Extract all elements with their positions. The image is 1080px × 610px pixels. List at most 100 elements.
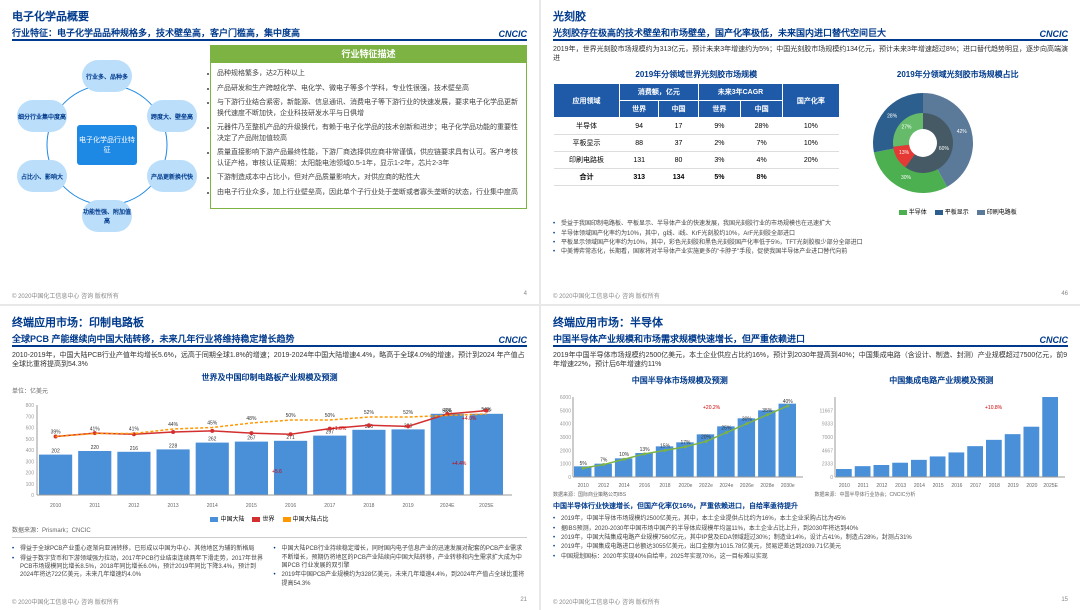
svg-text:800: 800 (26, 403, 35, 409)
right-notes: 中国大陆PCB行业持续稳定增长，同时国内电子信息产业的迅速发展对配套的PCB产业… (274, 545, 528, 589)
hub-node: 功能性强、附加值高 (82, 200, 132, 232)
svg-text:1000: 1000 (560, 462, 571, 468)
title-bar: 电子化学品概要 行业特征：电子化学品品种规格多，技术壁垒高，客户门槛高，集中度高… (12, 8, 527, 41)
slide-desc: 2019年，世界光刻胶市场规模约为313亿元，预计未来3年增速约为5%；中国光刻… (553, 45, 1068, 63)
svg-text:48%: 48% (246, 416, 257, 422)
chart2-title: 中国集成电路产业规模及预测 (815, 375, 1069, 386)
svg-text:300: 300 (26, 459, 35, 465)
svg-text:44%: 44% (168, 422, 179, 428)
svg-text:2015: 2015 (246, 503, 257, 509)
svg-text:2016: 2016 (639, 483, 650, 489)
svg-text:+5.6: +5.6 (272, 469, 282, 475)
svg-text:2028e: 2028e (760, 483, 774, 489)
svg-text:2026e: 2026e (740, 483, 754, 489)
title-bar: 终端应用市场：印制电路板 全球PCB 产能继续向中国大陆转移，未来几年行业将维持… (12, 314, 527, 347)
svg-text:202: 202 (51, 449, 60, 455)
svg-text:216: 216 (130, 446, 139, 452)
svg-text:40%: 40% (783, 399, 794, 405)
svg-text:2012: 2012 (876, 483, 887, 489)
left-notes: 得益于全球PCB产业重心逐渐向亚洲转移，已形成以中国为中心、其他地区为辅的新格局… (12, 545, 266, 589)
ic-industry-chart: 2010201120122013201420152016201720182019… (815, 389, 1065, 489)
svg-text:2016: 2016 (951, 483, 962, 489)
svg-text:2024e: 2024e (719, 483, 733, 489)
svg-text:7000: 7000 (821, 435, 832, 441)
svg-text:2017: 2017 (970, 483, 981, 489)
svg-text:10%: 10% (619, 452, 630, 458)
slide-title: 电子化学品概要 (12, 8, 300, 24)
svg-text:5%: 5% (580, 461, 588, 467)
slide-overview: 电子化学品概要 行业特征：电子化学品品种规格多，技术壁垒高，客户门槛高，集中度高… (0, 0, 539, 304)
svg-text:4667: 4667 (821, 449, 832, 455)
svg-text:2025E: 2025E (479, 503, 494, 509)
title-bar: 光刻胶 光刻胶存在极高的技术壁垒和市场壁垒，国产化率极低，未来国内进口替代空间巨… (553, 8, 1068, 41)
chart-source: 数据来源：Prismark；CNCIC (12, 525, 527, 534)
logo: CNCIC (1040, 335, 1069, 345)
copyright: © 2020中国化工信息中心 咨询 版权所有 (553, 597, 660, 606)
hub-node: 占比小、影响大 (17, 160, 67, 192)
copyright: © 2020中国化工信息中心 咨询 版权所有 (12, 291, 119, 300)
svg-text:700: 700 (26, 414, 35, 420)
svg-text:2020: 2020 (1026, 483, 1037, 489)
svg-text:+10.8%: +10.8% (985, 405, 1003, 411)
svg-text:2015: 2015 (932, 483, 943, 489)
slide-title: 光刻胶 (553, 8, 886, 24)
bullet-box: 品种规格繁多，达2万种以上产品研发和生产跨越化学、电化学、微电子等多个学科，专业… (210, 62, 527, 209)
svg-text:+1.8%: +1.8% (332, 426, 347, 432)
svg-text:60%: 60% (938, 146, 949, 152)
slide-desc: 2019年中国半导体市场规模约2500亿美元，本土企业供应占比约16%，预计到2… (553, 351, 1068, 369)
chart-legend: 中国大陆世界中国大陆占比 (12, 514, 527, 523)
slide-subtitle: 全球PCB 产能继续向中国大陆转移，未来几年行业将维持稳定增长趋势 (12, 332, 295, 345)
svg-text:2019: 2019 (1007, 483, 1018, 489)
svg-text:17%: 17% (680, 440, 691, 446)
note-title: 中国半导体行业快速增长，但国产化率仅16%，严重依赖进口，自给率亟待提升 (553, 501, 1068, 511)
svg-text:200: 200 (26, 471, 35, 477)
svg-text:9333: 9333 (821, 422, 832, 428)
svg-text:50%: 50% (325, 413, 336, 419)
slide-title: 终端应用市场：印制电路板 (12, 314, 295, 330)
svg-text:+4.4%: +4.4% (452, 461, 467, 467)
svg-text:5000: 5000 (560, 409, 571, 415)
svg-text:2000: 2000 (560, 449, 571, 455)
svg-text:2016: 2016 (285, 503, 296, 509)
svg-text:52%: 52% (364, 410, 375, 416)
svg-text:2024E: 2024E (440, 503, 455, 509)
svg-text:2017: 2017 (324, 503, 335, 509)
donut-legend: 半导体平板显示印刷电路板 (848, 207, 1068, 216)
svg-text:262: 262 (208, 437, 217, 443)
semi-market-chart: 201020122014201620182020e2022e2024e2026e… (553, 389, 803, 489)
slide-pcb: 终端应用市场：印制电路板 全球PCB 产能继续向中国大陆转移，未来几年行业将维持… (0, 306, 539, 610)
svg-text:2030e: 2030e (781, 483, 795, 489)
chart-unit: 单位：亿美元 (12, 386, 527, 395)
svg-text:41%: 41% (129, 427, 140, 433)
svg-text:6000: 6000 (560, 395, 571, 401)
svg-text:2011: 2011 (857, 483, 868, 489)
svg-text:2013: 2013 (168, 503, 179, 509)
svg-text:+20.2%: +20.2% (703, 405, 721, 411)
svg-text:0: 0 (31, 493, 34, 499)
page-num: 21 (520, 597, 527, 606)
hub-node: 产品更新换代快 (147, 160, 197, 192)
svg-text:2014: 2014 (619, 483, 630, 489)
svg-text:28%: 28% (887, 114, 898, 120)
svg-text:2014: 2014 (207, 503, 218, 509)
copyright: © 2020中国化工信息中心 咨询 版权所有 (12, 597, 119, 606)
slide-semiconductor: 终端应用市场：半导体 中国半导体产业规模和市场需求规模快速增长，但严重依赖进口 … (541, 306, 1080, 610)
svg-text:2013: 2013 (895, 483, 906, 489)
svg-text:42%: 42% (956, 129, 967, 135)
donut-chart: 42%30%28%60%13%27% (848, 83, 998, 203)
svg-text:3000: 3000 (560, 435, 571, 441)
svg-text:4000: 4000 (560, 422, 571, 428)
logo: CNCIC (499, 335, 528, 345)
market-table: 应用领域消费额，亿元未来3年CAGR国产化率世界中国世界中国半导体94179%2… (553, 83, 840, 186)
svg-text:2011: 2011 (89, 503, 100, 509)
svg-text:100: 100 (26, 482, 35, 488)
svg-text:13%: 13% (640, 447, 651, 453)
svg-text:2020e: 2020e (679, 483, 693, 489)
table-title: 2019年分领域世界光刻胶市场规模 (553, 69, 840, 80)
svg-text:0: 0 (830, 475, 833, 481)
svg-text:27%: 27% (901, 125, 912, 131)
svg-text:7%: 7% (600, 458, 608, 464)
logo: CNCIC (499, 29, 528, 39)
title-bar: 终端应用市场：半导体 中国半导体产业规模和市场需求规模快速增长，但严重依赖进口 … (553, 314, 1068, 347)
svg-text:0: 0 (568, 475, 571, 481)
